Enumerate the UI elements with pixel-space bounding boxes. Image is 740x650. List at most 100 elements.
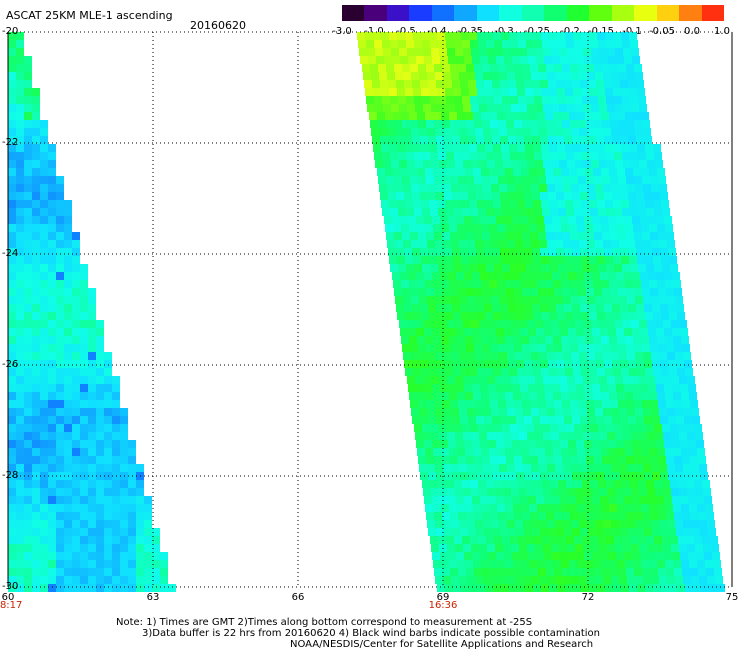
wind-cell <box>611 128 619 136</box>
wind-cell <box>388 192 396 200</box>
wind-cell <box>523 72 531 80</box>
wind-cell <box>24 224 32 232</box>
wind-cell <box>643 296 651 304</box>
wind-cell <box>536 56 544 64</box>
wind-cell <box>685 584 693 592</box>
wind-cell <box>538 120 546 128</box>
wind-cell <box>144 568 152 576</box>
wind-cell <box>461 88 469 96</box>
wind-cell <box>88 400 96 408</box>
wind-cell <box>476 80 484 88</box>
wind-cell <box>483 240 491 248</box>
wind-cell <box>473 112 481 120</box>
wind-cell <box>572 360 580 368</box>
wind-cell <box>574 536 582 544</box>
wind-cell <box>467 352 475 360</box>
wind-cell <box>578 344 586 352</box>
wind-cell <box>433 392 441 400</box>
wind-cell <box>596 192 604 200</box>
wind-cell <box>510 480 518 488</box>
wind-cell <box>457 504 465 512</box>
wind-cell <box>427 296 435 304</box>
wind-cell <box>387 128 395 136</box>
wind-cell <box>570 176 578 184</box>
wind-cell <box>500 136 508 144</box>
wind-cell <box>553 112 561 120</box>
wind-cell <box>419 296 427 304</box>
wind-cell <box>567 488 575 496</box>
wind-cell <box>623 104 631 112</box>
wind-cell <box>32 464 40 472</box>
wind-cell <box>498 288 506 296</box>
wind-cell <box>556 304 564 312</box>
wind-cell <box>593 168 601 176</box>
wind-cell <box>520 384 528 392</box>
wind-cell <box>32 296 40 304</box>
wind-cell <box>594 288 602 296</box>
wind-cell <box>435 520 443 528</box>
wind-cell <box>530 232 538 240</box>
wind-cell <box>16 264 24 272</box>
wind-cell <box>480 496 488 504</box>
wind-cell <box>514 176 522 184</box>
wind-cell <box>704 552 712 560</box>
colorbar-label: -0.5 <box>396 26 416 37</box>
wind-cell <box>414 152 422 160</box>
wind-cell <box>504 384 512 392</box>
wind-cell <box>600 496 608 504</box>
wind-cell <box>379 72 387 80</box>
wind-cell <box>447 432 455 440</box>
wind-cell <box>8 88 16 96</box>
wind-cell <box>586 344 594 352</box>
wind-cell <box>559 104 567 112</box>
wind-cell <box>407 104 415 112</box>
wind-cell <box>24 96 32 104</box>
wind-cell <box>88 448 96 456</box>
wind-cell <box>691 520 699 528</box>
wind-cell <box>40 296 48 304</box>
wind-cell <box>160 568 168 576</box>
wind-cell <box>397 32 405 40</box>
wind-cell <box>605 200 613 208</box>
wind-cell <box>532 528 540 536</box>
wind-cell <box>609 224 617 232</box>
wind-cell <box>104 520 112 528</box>
wind-cell <box>661 256 669 264</box>
wind-cell <box>378 64 386 72</box>
wind-cell <box>478 152 486 160</box>
wind-cell <box>588 248 596 256</box>
wind-cell <box>467 408 475 416</box>
wind-cell <box>641 560 649 568</box>
wind-cell <box>497 224 505 232</box>
wind-cell <box>514 456 522 464</box>
wind-cell <box>460 80 468 88</box>
wind-cell <box>510 152 518 160</box>
wind-cell <box>64 248 72 256</box>
wind-cell <box>460 528 468 536</box>
wind-cell <box>658 512 666 520</box>
wind-cell <box>512 328 520 336</box>
wind-cell <box>456 552 464 560</box>
wind-cell <box>444 248 452 256</box>
wind-cell <box>446 40 454 48</box>
wind-cell <box>616 272 624 280</box>
graticule <box>7 31 733 588</box>
wind-cell <box>652 416 660 424</box>
wind-cell <box>490 64 498 72</box>
wind-cell <box>426 288 434 296</box>
wind-cell <box>631 48 639 56</box>
wind-cell <box>450 120 458 128</box>
wind-cell <box>669 256 677 264</box>
wind-cell <box>548 360 556 368</box>
wind-cell <box>128 496 136 504</box>
wind-cell <box>144 512 152 520</box>
wind-cell <box>414 208 422 216</box>
wind-cell <box>655 432 663 440</box>
wind-cell <box>681 448 689 456</box>
wind-cell <box>473 504 481 512</box>
wind-cell <box>456 216 464 224</box>
wind-cell <box>529 560 537 568</box>
wind-cell <box>526 536 534 544</box>
wind-cell <box>619 128 627 136</box>
wind-cell <box>560 496 568 504</box>
